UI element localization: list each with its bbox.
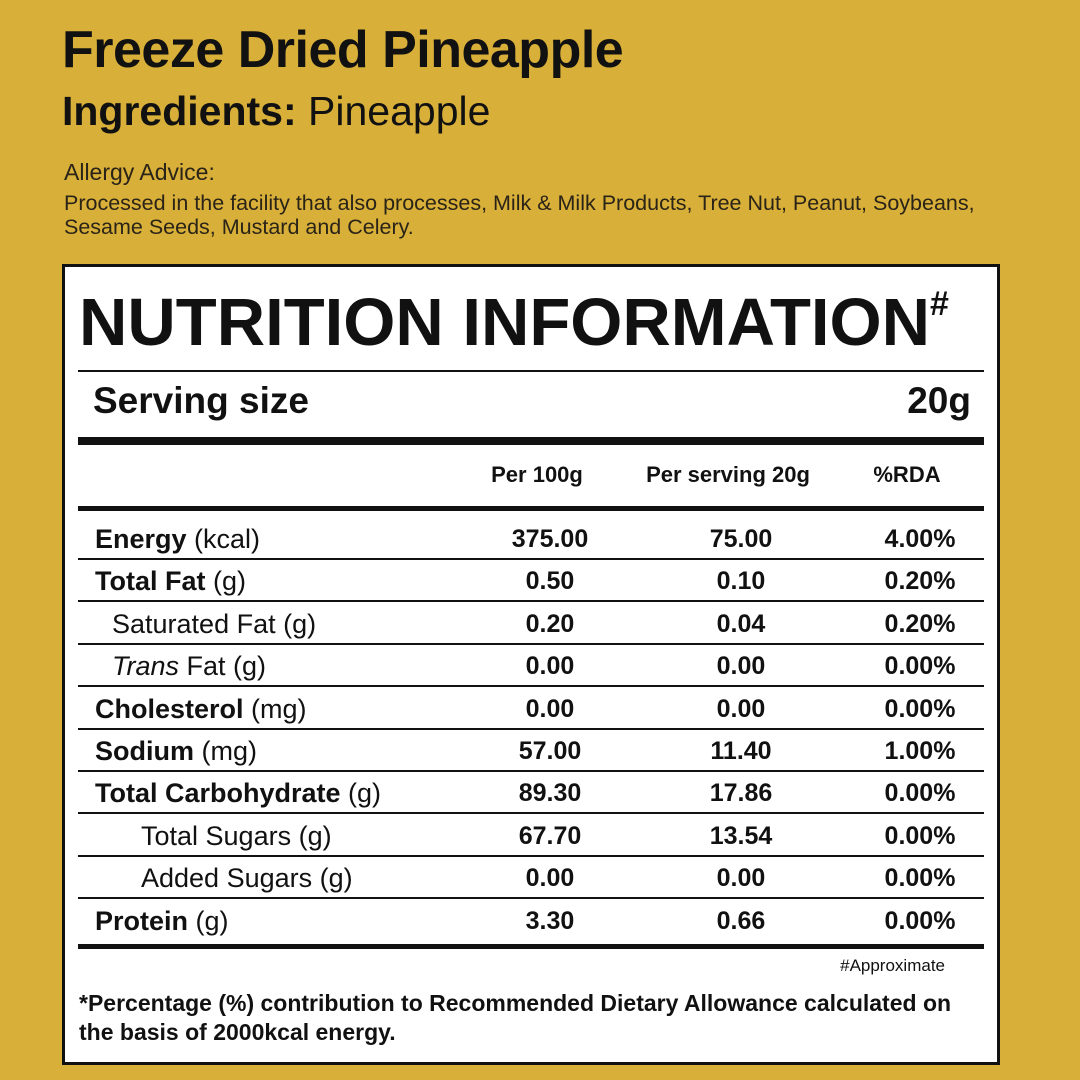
row-divider (78, 812, 984, 815)
column-header-rda: %RDA (873, 462, 941, 487)
value-serving: 0.04 (716, 609, 766, 638)
nutrition-panel: NUTRITION INFORMATION# Serving size 20g … (62, 264, 1000, 1065)
value-per100: 375.00 (511, 525, 589, 553)
value-serving: 17.86 (709, 779, 773, 808)
allergy-title: Allergy Advice: (64, 159, 215, 185)
nutrient-unit: (mg) (243, 693, 307, 724)
allergy-text: Processed in the facility that also proc… (64, 191, 975, 239)
nutrient-unit: (mg) (194, 736, 258, 766)
serving-rule (78, 437, 984, 445)
value-rda: 0.20% (884, 567, 956, 596)
nutrient-label: Total Carbohydrate (95, 778, 341, 809)
nutrient-label: Total Sugars (g) (141, 820, 332, 851)
approximate-note: #Approximate (840, 956, 945, 975)
table-row: Total Carbohydrate (g) 89.30 17.86 0.00% (78, 772, 984, 815)
nutrient-unit: (g) (205, 566, 246, 597)
nutrient-label: Added Sugars (g) (141, 863, 353, 894)
bottom-rule (78, 944, 984, 949)
nutrient-unit: (g) (188, 905, 229, 936)
value-per100: 0.00 (525, 694, 575, 723)
nutrient-name: Sodium (mg) (95, 730, 257, 772)
value-per100: 0.50 (525, 567, 575, 596)
nutrient-name: Protein (g) (95, 900, 229, 942)
column-header-per-serving: Per serving 20g (646, 462, 810, 487)
value-rda: 0.00% (884, 694, 956, 723)
nutrient-unit: (kcal) (186, 524, 261, 554)
nutrient-name: Total Fat (g) (95, 560, 246, 602)
serving-size-label: Serving size (93, 380, 309, 421)
nutrient-name: Trans Fat (g) (112, 645, 266, 687)
header-rule (78, 506, 984, 511)
value-rda: 0.00% (884, 906, 956, 935)
value-serving: 11.40 (710, 737, 772, 765)
nutrient-name: Energy (kcal) (95, 518, 260, 560)
value-serving: 75.00 (709, 525, 773, 553)
table-row: Saturated Fat (g) 0.20 0.04 0.20% (78, 603, 984, 645)
value-rda: 1.00% (884, 737, 956, 765)
row-divider (78, 685, 984, 688)
nutrition-title-text: NUTRITION INFORMATION (79, 285, 931, 360)
nutrient-unit: Fat (g) (179, 651, 267, 682)
table-row: Total Fat (g) 0.50 0.10 0.20% (78, 560, 984, 603)
row-divider (78, 558, 984, 560)
row-divider (78, 897, 984, 900)
serving-size-value: 20g (907, 380, 971, 421)
nutrient-name: Saturated Fat (g) (112, 603, 316, 645)
nutrient-name: Added Sugars (g) (141, 857, 353, 899)
value-per100: 0.00 (525, 864, 575, 893)
nutrition-title-mark: # (930, 285, 949, 323)
nutrient-name: Cholesterol (mg) (95, 688, 307, 730)
row-divider (78, 642, 984, 645)
table-row: Total Sugars (g) 67.70 13.54 0.00% (78, 815, 984, 857)
ingredients-value: Pineapple (296, 88, 491, 134)
value-serving: 13.54 (709, 821, 773, 850)
value-per100: 67.70 (518, 821, 582, 850)
nutrient-unit: (g) (340, 778, 382, 809)
title-rule (78, 370, 984, 372)
value-serving: 0.10 (716, 567, 766, 596)
table-row: Sodium (mg) 57.00 11.40 1.00% (78, 730, 984, 772)
product-title: Freeze Dried Pineapple (62, 21, 624, 79)
nutrient-label: Protein (95, 905, 189, 936)
ingredients-line: Ingredients: Pineapple (62, 88, 490, 135)
table-row: Added Sugars (g) 0.00 0.00 0.00% (78, 857, 984, 900)
table-row: Energy (kcal) 375.00 75.00 4.00% (78, 518, 984, 560)
rda-footnote: *Percentage (%) contribution to Recommen… (79, 990, 952, 1045)
row-divider (78, 854, 984, 857)
value-per100: 0.00 (525, 652, 575, 681)
value-serving: 0.00 (716, 694, 766, 723)
nutrient-label: Total Fat (95, 566, 206, 597)
value-rda: 4.00% (884, 525, 956, 553)
value-rda: 0.00% (884, 779, 956, 808)
nutrient-label: Sodium (95, 736, 194, 766)
nutrient-name: Total Carbohydrate (g) (95, 772, 381, 814)
row-divider (78, 727, 984, 730)
value-rda: 0.00% (884, 821, 956, 850)
value-rda: 0.20% (884, 609, 956, 638)
value-per100: 0.20 (525, 609, 575, 638)
ingredients-label: Ingredients: (62, 88, 297, 134)
row-divider (78, 600, 984, 603)
nutrition-title: NUTRITION INFORMATION# (79, 287, 949, 356)
value-serving: 0.66 (716, 906, 766, 935)
row-divider (78, 770, 984, 772)
value-serving: 0.00 (716, 864, 766, 893)
value-rda: 0.00% (884, 652, 956, 681)
table-row: Cholesterol (mg) 0.00 0.00 0.00% (78, 688, 984, 730)
nutrient-label: Saturated Fat (g) (112, 608, 317, 639)
value-serving: 0.00 (716, 652, 766, 681)
nutrient-label: Trans (112, 651, 180, 682)
column-header-per-100g: Per 100g (491, 462, 583, 487)
value-per100: 57.00 (518, 737, 582, 765)
nutrient-label: Energy (95, 524, 187, 554)
table-row: Protein (g) 3.30 0.66 0.00% (78, 900, 984, 942)
nutrient-name: Total Sugars (g) (141, 815, 332, 857)
nutrient-label: Cholesterol (95, 693, 244, 724)
value-rda: 0.00% (884, 864, 956, 893)
table-row: Trans Fat (g) 0.00 0.00 0.00% (78, 645, 984, 688)
value-per100: 3.30 (525, 906, 575, 935)
value-per100: 89.30 (518, 779, 582, 808)
